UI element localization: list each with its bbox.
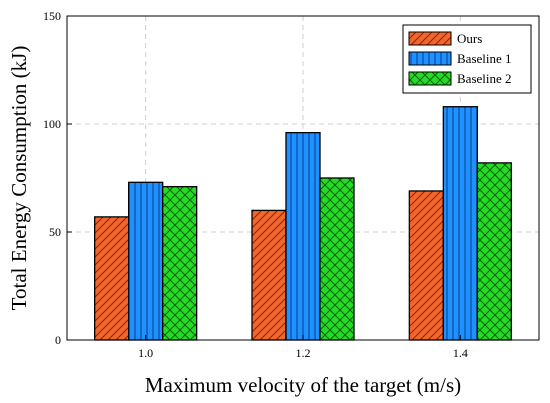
x-tick-label: 1.0 xyxy=(138,346,153,360)
legend: Ours Baseline 1 Baseline 2 xyxy=(402,24,532,94)
x-axis-title: Maximum velocity of the target (m/s) xyxy=(145,373,461,397)
bar-baseline-1 xyxy=(285,131,321,341)
legend-label: Baseline 1 xyxy=(457,51,512,66)
bar-ours xyxy=(94,216,130,341)
bar-ours xyxy=(408,190,444,341)
legend-label: Baseline 2 xyxy=(457,71,512,86)
y-tick-label: 0 xyxy=(55,333,61,347)
legend-label: Ours xyxy=(457,31,482,46)
y-axis-title: Total Energy Consumption (kJ) xyxy=(7,46,31,311)
bar-baseline-1 xyxy=(442,106,478,341)
x-axis-ticks: 1.0 1.2 1.4 xyxy=(138,335,468,360)
y-tick-label: 50 xyxy=(49,225,61,239)
y-tick-label: 100 xyxy=(43,117,61,131)
y-tick-label: 150 xyxy=(43,9,61,23)
legend-swatch xyxy=(408,51,452,66)
bar-baseline-2 xyxy=(162,185,198,341)
bar-baseline-2 xyxy=(319,177,355,341)
bar-baseline-2 xyxy=(476,162,512,341)
y-axis-ticks: 0 50 100 150 xyxy=(43,9,72,347)
legend-swatch xyxy=(408,31,452,46)
bar-ours xyxy=(251,209,287,341)
legend-swatch xyxy=(408,71,452,86)
x-tick-label: 1.2 xyxy=(296,346,311,360)
bars xyxy=(94,106,512,341)
x-tick-label: 1.4 xyxy=(453,346,468,360)
bar-baseline-1 xyxy=(128,181,164,341)
